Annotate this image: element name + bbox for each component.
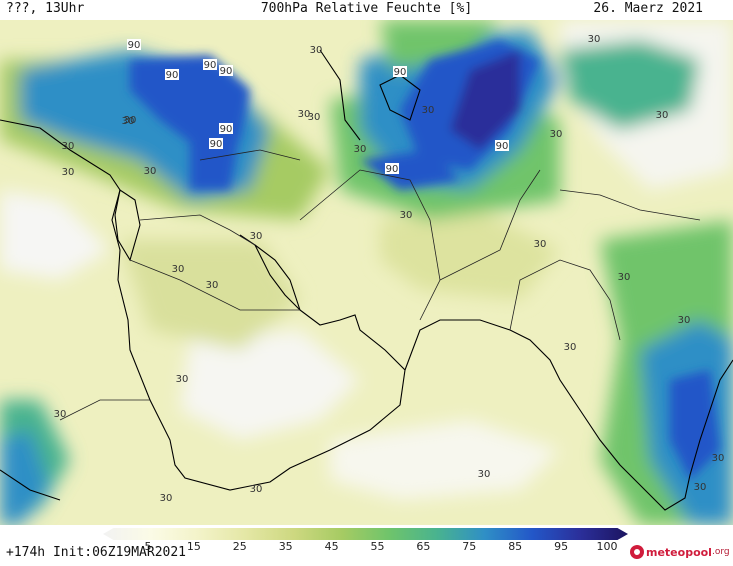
contour-label: 30 xyxy=(656,110,669,121)
contour-label: 30 xyxy=(588,34,601,45)
colorbar-tick: 45 xyxy=(324,540,339,553)
contour-label: 30 xyxy=(354,144,367,155)
run-info: +174h Init:06Z19MAR2021 xyxy=(6,545,187,560)
colorbar-tick: 95 xyxy=(554,540,569,553)
contour-label: 30 xyxy=(62,167,75,178)
colorbar xyxy=(103,528,628,540)
contour-label: 30 xyxy=(124,115,137,126)
contour-label: 30 xyxy=(144,166,157,177)
forecast-time-label: ???, 13Uhr xyxy=(6,1,85,16)
colorbar-tick: 65 xyxy=(416,540,431,553)
contour-label: 90 xyxy=(394,67,407,78)
contour-label-bg xyxy=(385,163,399,174)
contour-label: 90 xyxy=(386,164,399,175)
contour-label-bg xyxy=(219,123,233,134)
colorbar-tick: 25 xyxy=(232,540,247,553)
contour-label: 30 xyxy=(618,272,631,283)
contour-label: 30 xyxy=(478,469,491,480)
colorbar-tick: 35 xyxy=(278,540,293,553)
contour-label-bg xyxy=(219,65,233,76)
contour-label: 30 xyxy=(564,342,577,353)
contour-label: 90 xyxy=(496,141,509,152)
contour-label: 30 xyxy=(422,105,435,116)
contour-label: 90 xyxy=(166,70,179,81)
contour-label: 30 xyxy=(308,112,321,123)
contour-label: 30 xyxy=(298,109,311,120)
colorbar-tick: 15 xyxy=(186,540,201,553)
logo-suffix: .org xyxy=(711,547,730,557)
contour-label-bg xyxy=(165,69,179,80)
contour-label: 90 xyxy=(128,40,141,51)
contour-label: 30 xyxy=(160,493,173,504)
colorbar-tick: 85 xyxy=(508,540,523,553)
contour-label: 30 xyxy=(206,280,219,291)
map-title: 700hPa Relative Feuchte [%] xyxy=(260,1,473,16)
contour-label: 30 xyxy=(694,482,707,493)
colorbar-tick: 5 xyxy=(144,540,152,553)
contour-label: 30 xyxy=(122,116,135,127)
borders xyxy=(59,149,701,421)
contour-label: 30 xyxy=(250,484,263,495)
contour-label: 90 xyxy=(210,139,223,150)
contour-label: 90 xyxy=(204,60,217,71)
contour-label: 30 xyxy=(534,239,547,250)
colorbar-tick: 55 xyxy=(370,540,385,553)
contour-label: 30 xyxy=(250,231,263,242)
contour-label: 30 xyxy=(712,453,725,464)
logo-icon xyxy=(630,545,644,559)
meteopool-logo[interactable]: meteopool .org xyxy=(630,545,730,559)
logo-text: meteopool xyxy=(646,545,712,559)
contour-label: 30 xyxy=(310,45,323,56)
contour-label-bg xyxy=(127,39,141,50)
contour-label: 30 xyxy=(550,129,563,140)
contour-label: 90 xyxy=(220,66,233,77)
colorbar-tick: 75 xyxy=(462,540,477,553)
contour-label-bg xyxy=(203,59,217,70)
contour-label-bg xyxy=(209,138,223,149)
contour-label-bg xyxy=(393,66,407,77)
contour-label: 30 xyxy=(54,409,67,420)
colorbar-tick: 100 xyxy=(596,540,618,553)
contour-label: 90 xyxy=(220,124,233,135)
contour-label: 30 xyxy=(678,315,691,326)
contour-label: 30 xyxy=(172,264,185,275)
valid-date: 26. Maerz 2021 xyxy=(593,1,703,16)
contour-label: 30 xyxy=(62,141,75,152)
contour-label-bg xyxy=(495,140,509,151)
contour-label: 30 xyxy=(176,374,189,385)
contour-label: 30 xyxy=(400,210,413,221)
